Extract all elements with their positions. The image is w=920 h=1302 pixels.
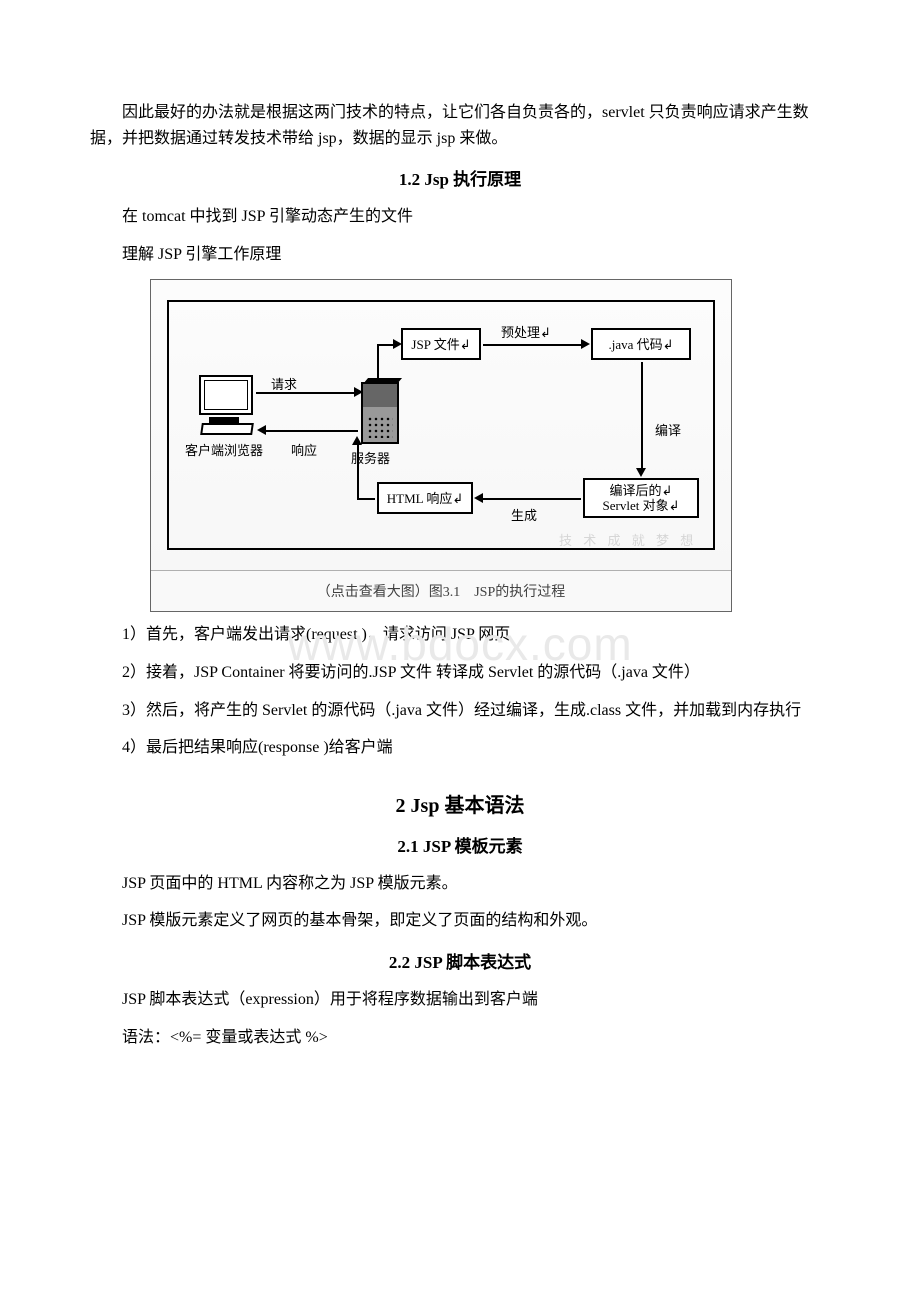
p-understand: 理解 JSP 引擎工作原理 [90,242,830,268]
jsp-file-box: JSP 文件↲ [401,328,481,360]
step-3: 3）然后，将产生的 Servlet 的源代码（.java 文件）经过编译，生成.… [90,698,830,724]
jsp-flow-diagram: 客户端浏览器 服务器 请求 响应 JSP 文件↲ [150,279,830,612]
step-4: 4）最后把结果响应(response )给客户端 [90,735,830,761]
p-tomcat: 在 tomcat 中找到 JSP 引擎动态产生的文件 [90,204,830,230]
server-icon [361,382,399,444]
heading-2-2: 2.2 JSP 脚本表达式 [90,948,830,973]
heading-1-2: 1.2 Jsp 执行原理 [90,165,830,190]
response-label: 响应 [291,440,317,459]
client-label: 客户端浏览器 [185,440,263,459]
compiled-servlet-box: 编译后的↲ Servlet 对象↲ [583,478,699,518]
heading-2-1: 2.1 JSP 模板元素 [90,832,830,857]
step-2: 2）接着，JSP Container 将要访问的.JSP 文件 转译成 Serv… [90,660,830,686]
client-browser-icon [199,375,251,417]
request-label: 请求 [271,374,297,393]
preprocess-label: 预处理↲ [501,322,551,341]
compiled-line2: Servlet 对象↲ [603,498,680,514]
diagram-caption[interactable]: （点击查看大图）图3.1 JSP的执行过程 [151,571,731,611]
compiled-line1: 编译后的↲ [610,483,673,499]
step-1: 1）首先，客户端发出请求(request )，请求访问 JSP 网页 [90,622,830,648]
compile-label: 编译 [655,420,681,439]
intro-paragraph: 因此最好的办法就是根据这两门技术的特点，让它们各自负责各的，servlet 只负… [90,100,830,151]
java-code-box: .java 代码↲ [591,328,691,360]
html-response-box: HTML 响应↲ [377,482,473,514]
heading-2: 2 Jsp 基本语法 [90,789,830,818]
generate-label: 生成 [511,505,537,524]
p-2-2-b: 语法：<%= 变量或表达式 %> [90,1025,830,1051]
diagram-watermark: 技 术 成 就 梦 想 [559,530,697,549]
p-2-2-a: JSP 脚本表达式（expression）用于将程序数据输出到客户端 [90,987,830,1013]
p-2-1-a: JSP 页面中的 HTML 内容称之为 JSP 模版元素。 [90,871,830,897]
p-2-1-b: JSP 模版元素定义了网页的基本骨架，即定义了页面的结构和外观。 [90,908,830,934]
